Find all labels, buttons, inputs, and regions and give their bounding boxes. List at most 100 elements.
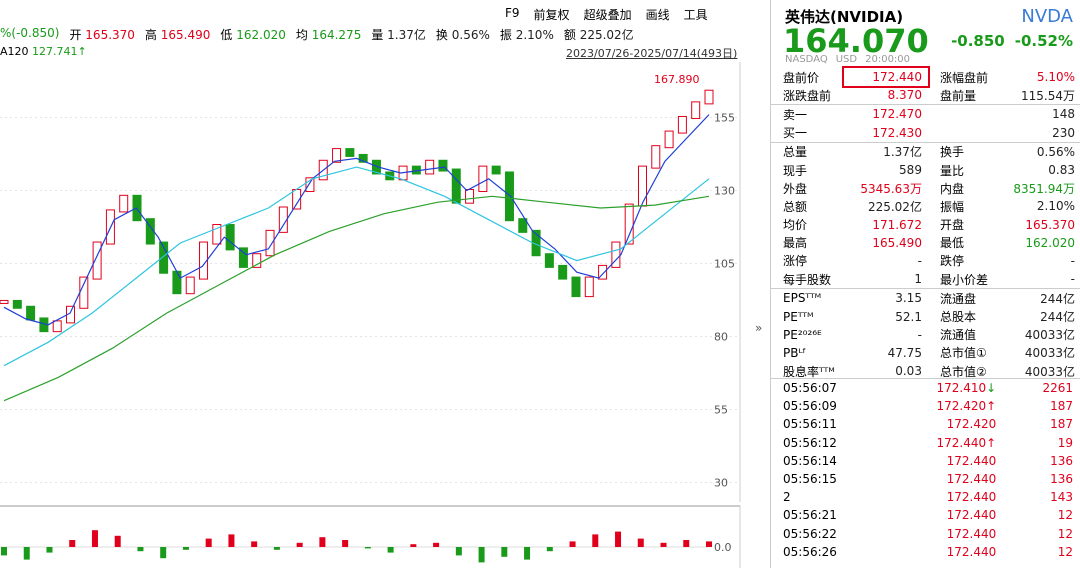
quote-label [928, 124, 997, 143]
trade-row: 05:56:09 172.420↑ 187 [771, 397, 1080, 415]
trade-time: 05:56:22 [783, 526, 837, 541]
candle [425, 159, 435, 175]
quote-field: 量 1.37亿 [371, 26, 426, 43]
quote-label: PEᵀᵀᴹ [783, 309, 814, 324]
candle [598, 264, 608, 280]
arrow: ↓ [986, 381, 997, 396]
stock-info: NASDAQ USD 20:00:00 [785, 54, 910, 65]
quote-value: - [917, 327, 922, 342]
trade-price: 172.440 [883, 543, 1004, 561]
candle [451, 168, 461, 204]
macd-bar [319, 537, 326, 547]
candle [651, 145, 661, 169]
quote-label [928, 105, 997, 124]
candle [252, 253, 262, 268]
ma-line [3, 166, 710, 367]
quote-label: 最小价差 [939, 272, 988, 287]
ma-label: A120 127.741↑ [0, 45, 87, 58]
candle [478, 165, 488, 192]
candle [172, 270, 182, 295]
quote-label: 涨停 [783, 254, 808, 269]
stock-change: -0.850 -0.52% [951, 32, 1073, 50]
tool-button[interactable]: 前复权 [533, 8, 570, 22]
macd-bar [23, 547, 30, 560]
macd-bar [660, 542, 667, 547]
quote-label: 涨幅盘前 [939, 70, 988, 85]
candle [358, 153, 368, 163]
trade-time: 05:56:09 [783, 399, 837, 414]
price-chart: » 30 55 80 105 130 155 167.890 [0, 62, 762, 502]
quote-row: EPSᵀᵀᴹ 3.15 流通盘 244亿 [771, 289, 1080, 308]
candle [637, 165, 647, 207]
date-range: 2023/07/26-2025/07/14(493日) [566, 47, 738, 60]
field-label: 换 [435, 28, 448, 42]
trade-time: 05:56:12 [783, 435, 837, 450]
macd-bar [205, 538, 212, 547]
arrow: ↑ [986, 435, 997, 450]
macd-bar [296, 542, 303, 547]
quote-value: 589 [899, 163, 922, 178]
quote-row: 涨停 - 跌停 - [771, 252, 1080, 270]
trade-volume: 12 [1057, 526, 1073, 541]
trade-price: 172.440 [883, 525, 1004, 543]
candle [704, 89, 714, 105]
macd-bar [69, 540, 76, 547]
trade-row: 05:56:14 172.440 136 [771, 452, 1080, 470]
price: 172.440 [946, 526, 997, 541]
candle [438, 159, 448, 172]
candle [225, 224, 235, 251]
macd-bar [137, 547, 144, 552]
trade-time: 05:56:11 [783, 417, 837, 432]
candle [26, 305, 36, 321]
tool-button[interactable]: 画线 [645, 8, 670, 22]
quote-label: 流通值 [939, 328, 976, 343]
ma-line [3, 114, 710, 326]
quote-label: 振幅 [939, 199, 964, 214]
quote-field: 高 165.490 [145, 26, 210, 43]
quote-value: 0.03 [895, 364, 922, 379]
ma-name: A120 [0, 45, 29, 58]
field-value: 165.490 [160, 28, 211, 42]
candle [677, 115, 687, 134]
candle [92, 241, 102, 280]
macd-bar [273, 547, 280, 550]
macd-bar [251, 541, 258, 547]
quote-value: 8.370 [887, 88, 922, 103]
quote-row: 总量 1.37亿 换手 0.56% [771, 142, 1080, 161]
candle [119, 194, 129, 213]
quote-value: 172.440 [842, 65, 930, 89]
tool-button[interactable]: 工具 [683, 8, 708, 22]
quote-label: 涨跌盘前 [783, 88, 832, 103]
y-tick-label: 155 [714, 111, 735, 124]
candle [558, 264, 568, 280]
quote-label: 均价 [783, 218, 808, 233]
quote-value: - [917, 253, 922, 268]
trade-row: 05:56:22 172.440 12 [771, 525, 1080, 543]
macd-bar [478, 547, 485, 563]
change: %(-0.850) [0, 26, 60, 40]
tool-button[interactable]: F9 [505, 6, 520, 20]
trade-volume: 143 [1050, 490, 1073, 505]
quote-row: 外盘 5345.63万 内盘 8351.94万 [771, 179, 1080, 197]
field-label: 振 [499, 28, 512, 42]
candle [518, 218, 528, 233]
trade-volume: 12 [1057, 544, 1073, 559]
candle [185, 276, 195, 295]
trade-row: 05:56:07 172.410↓ 2261 [771, 379, 1080, 398]
quote-field: 开 165.370 [69, 26, 134, 43]
tool-button[interactable]: 超级叠加 [583, 8, 632, 22]
macd-bar [342, 540, 349, 547]
change-pct: -0.52% [1014, 32, 1073, 50]
quote-label: 总股本 [939, 310, 976, 325]
field-label: 高 [144, 28, 157, 42]
y-tick-label: 80 [714, 330, 728, 343]
candle [159, 241, 169, 274]
candle [52, 320, 62, 333]
macd-bar [546, 547, 553, 552]
collapse[interactable]: » [755, 321, 762, 335]
quote-value: 244亿 [1040, 291, 1075, 306]
price: 172.410 [936, 381, 987, 396]
field-value: 2.10% [515, 28, 554, 42]
field-value: 165.370 [85, 28, 135, 42]
